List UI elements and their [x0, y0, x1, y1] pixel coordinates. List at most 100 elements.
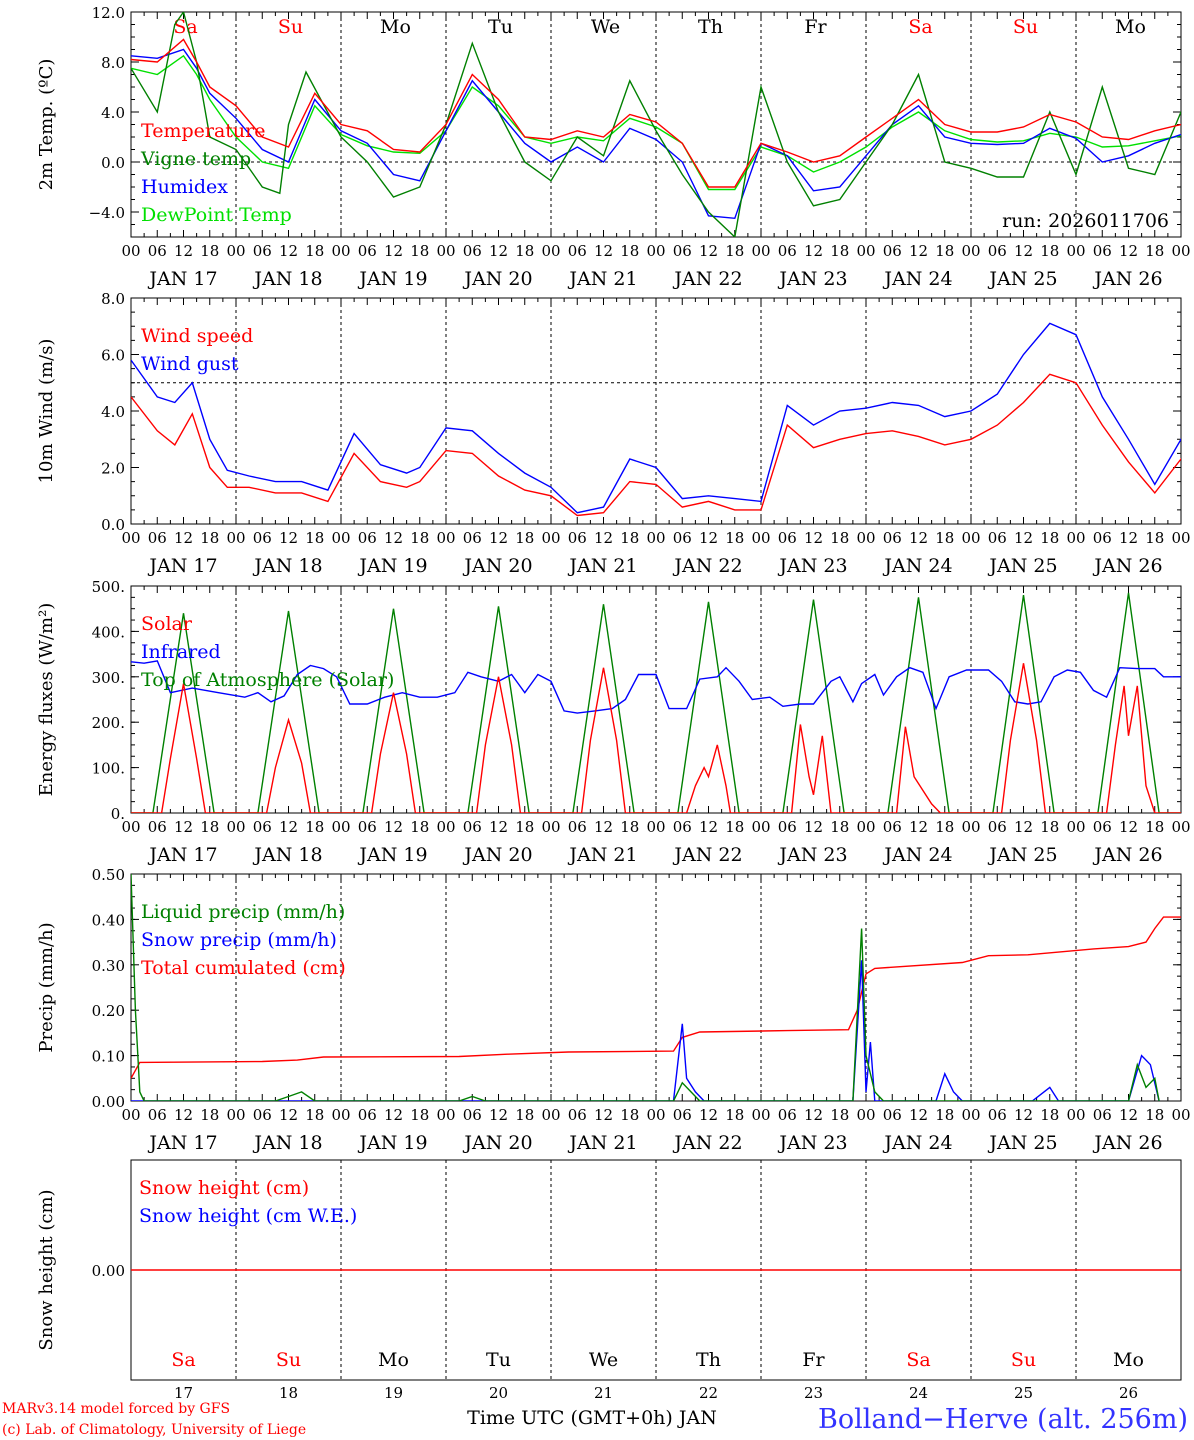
x-hour-label: 06 — [673, 242, 692, 260]
day-name: Fr — [802, 1349, 825, 1371]
x-hour-label: 00 — [646, 529, 665, 547]
x-hour-label: 12 — [279, 529, 298, 547]
x-hour-label: 00 — [961, 242, 980, 260]
x-date-label: JAN 18 — [252, 844, 322, 866]
x-hour-label: 06 — [148, 1106, 167, 1124]
x-hour-label: 12 — [909, 1106, 928, 1124]
x-hour-label: 06 — [778, 818, 797, 836]
x-hour-label: 12 — [594, 529, 613, 547]
x-hour-label: 00 — [331, 242, 350, 260]
y-tick-label: 0. — [111, 805, 125, 823]
x-hour-label: 12 — [174, 1106, 193, 1124]
legend-entry: Snow height (cm W.E.) — [139, 1205, 357, 1227]
legend-entry: Wind speed — [141, 325, 253, 347]
day-name: Su — [278, 16, 303, 38]
x-hour-label: 00 — [121, 529, 140, 547]
x-date-label: JAN 24 — [882, 268, 952, 290]
panel-temperature: −4.0 0.0 4.0 8.0 12.0 2m Temp. (ºC) 00 06 12 18 JA… — [36, 4, 1191, 290]
x-date-label: JAN 18 — [252, 1132, 322, 1154]
panel-energy: 0. 100. 200. 300. 400. 500. Energy fluxes (W/m… — [36, 578, 1191, 866]
day-name: Sa — [908, 16, 932, 38]
x-hour-label: 18 — [410, 242, 429, 260]
y-axis-label: 10m Wind (m/s) — [36, 339, 57, 484]
day-number: 25 — [1014, 1384, 1033, 1402]
y-tick-label: 2.0 — [101, 460, 125, 478]
x-hour-label: 00 — [121, 818, 140, 836]
y-axis-label: Energy fluxes (W/m²) — [36, 603, 57, 797]
series-line-blue — [131, 48, 1181, 220]
x-hour-label: 18 — [305, 529, 324, 547]
x-hour-label: 12 — [909, 529, 928, 547]
x-hour-label: 06 — [988, 1106, 1007, 1124]
x-hour-label: 12 — [489, 242, 508, 260]
x-hour-label: 12 — [279, 818, 298, 836]
x-hour-label: 00 — [436, 1106, 455, 1124]
x-hour-label: 18 — [830, 818, 849, 836]
x-hour-label: 00 — [436, 242, 455, 260]
station-name: Bolland−Herve (alt. 256m) — [818, 1404, 1188, 1435]
x-hour-label: 18 — [515, 529, 534, 547]
x-hour-label: 00 — [541, 818, 560, 836]
x-hour-label: 18 — [200, 1106, 219, 1124]
day-number: 19 — [384, 1384, 403, 1402]
x-hour-label: 06 — [1093, 529, 1112, 547]
x-hour-label: 18 — [515, 242, 534, 260]
x-hour-label: 06 — [148, 818, 167, 836]
x-hour-label: 00 — [331, 529, 350, 547]
x-hour-label: 06 — [1093, 1106, 1112, 1124]
x-hour-label: 06 — [358, 1106, 377, 1124]
x-date-label: JAN 24 — [882, 844, 952, 866]
x-hour-label: 12 — [1119, 242, 1138, 260]
x-hour-label: 18 — [620, 818, 639, 836]
x-date-label: JAN 17 — [147, 268, 217, 290]
x-hour-label: 06 — [883, 818, 902, 836]
series-line-blue — [131, 960, 1160, 1101]
legend-entry: Total cumulated (cm) — [141, 957, 346, 979]
day-name: Tu — [488, 16, 513, 38]
x-hour-label: 06 — [883, 1106, 902, 1124]
x-hour-label: 00 — [1171, 1106, 1190, 1124]
x-hour-label: 12 — [1119, 529, 1138, 547]
y-tick-label: 4.0 — [101, 104, 125, 122]
x-hour-label: 12 — [594, 1106, 613, 1124]
x-hour-label: 12 — [804, 818, 823, 836]
x-hour-label: 12 — [1119, 1106, 1138, 1124]
x-hour-label: 18 — [830, 529, 849, 547]
day-name: Sa — [173, 16, 197, 38]
day-name: Mo — [378, 1349, 409, 1371]
day-name: Mo — [380, 16, 411, 38]
x-hour-label: 12 — [489, 1106, 508, 1124]
x-hour-label: 18 — [515, 1106, 534, 1124]
x-hour-label: 06 — [463, 1106, 482, 1124]
legend-entry: Temperature — [141, 120, 265, 142]
x-hour-label: 06 — [883, 529, 902, 547]
x-hour-label: 06 — [253, 818, 272, 836]
day-name: Su — [1013, 16, 1038, 38]
y-tick-label: 400. — [92, 623, 125, 641]
x-date-label: JAN 20 — [462, 844, 532, 866]
x-hour-label: 06 — [358, 818, 377, 836]
credit-line-1: MARv3.14 model forced by GFS — [2, 1401, 230, 1417]
x-date-label: JAN 26 — [1092, 844, 1162, 866]
x-hour-label: 00 — [856, 1106, 875, 1124]
series-line-red — [131, 38, 1181, 188]
x-hour-label: 00 — [856, 529, 875, 547]
x-hour-label: 00 — [541, 242, 560, 260]
x-hour-label: 12 — [489, 529, 508, 547]
x-date-label: JAN 21 — [567, 1132, 637, 1154]
x-hour-label: 18 — [830, 242, 849, 260]
run-label: run: 2026011706 — [1002, 210, 1169, 232]
x-hour-label: 18 — [410, 529, 429, 547]
y-tick-label: 12.0 — [92, 4, 125, 22]
x-hour-label: 18 — [1040, 818, 1059, 836]
series-line-red — [131, 663, 1181, 813]
day-number: 26 — [1119, 1384, 1138, 1402]
x-hour-label: 06 — [253, 529, 272, 547]
y-axis-label: 2m Temp. (ºC) — [36, 59, 57, 191]
day-name: Mo — [1115, 16, 1146, 38]
x-date-label: JAN 25 — [987, 268, 1057, 290]
x-hour-label: 06 — [358, 242, 377, 260]
x-hour-label: 18 — [935, 529, 954, 547]
y-tick-label: 8.0 — [101, 290, 125, 308]
x-hour-label: 12 — [279, 1106, 298, 1124]
